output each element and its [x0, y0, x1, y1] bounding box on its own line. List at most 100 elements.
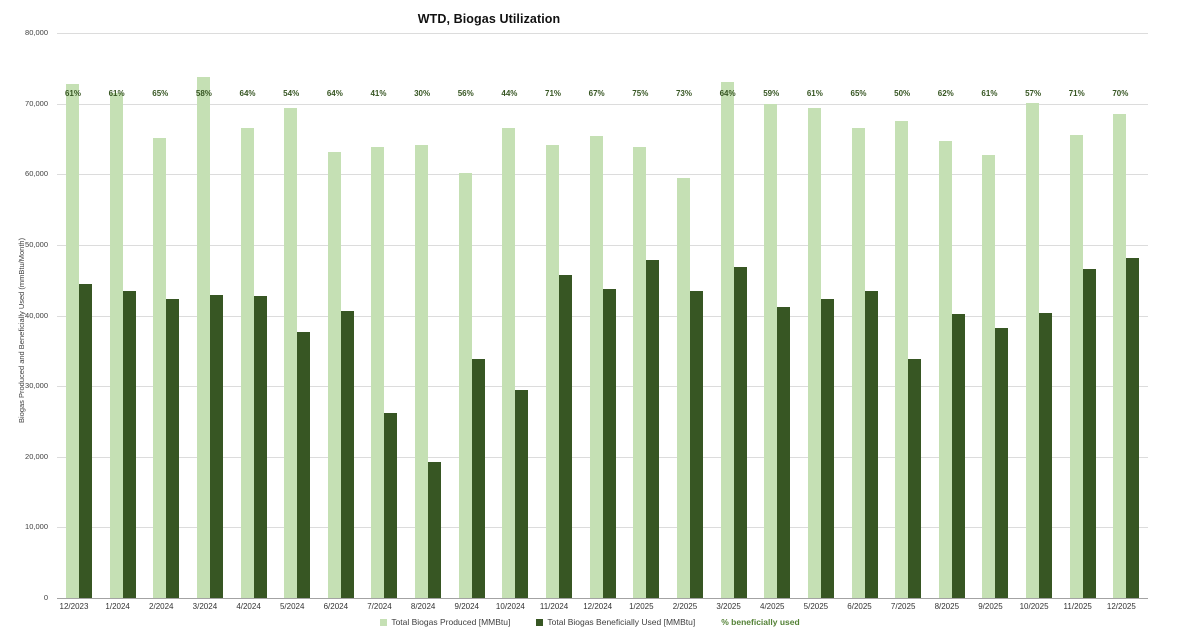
produced-bar — [66, 83, 79, 598]
gridline — [57, 33, 1148, 34]
x-axis-tick-label: 3/2024 — [192, 602, 218, 611]
produced-bar — [327, 151, 341, 598]
x-axis-tick-label: 3/2025 — [716, 602, 741, 611]
produced-bar — [458, 172, 472, 598]
produced-bar — [240, 128, 254, 598]
x-axis-tick-label: 2/2024 — [149, 602, 174, 611]
pct-beneficially-used-label: 61% — [806, 89, 823, 98]
x-axis-tick-label: 10/2025 — [1019, 602, 1049, 611]
pct-beneficially-used-label: 44% — [501, 89, 518, 98]
pct-beneficially-used-label: 41% — [370, 89, 387, 98]
produced-bar — [1113, 113, 1127, 598]
used-bar — [515, 390, 529, 598]
used-series-swatch-icon — [536, 618, 544, 626]
used-bar — [689, 290, 703, 598]
pct-beneficially-used-label: 62% — [937, 89, 954, 98]
pct-beneficially-used-label: 30% — [414, 89, 431, 98]
used-bar — [995, 328, 1009, 598]
used-bar — [471, 358, 485, 598]
y-axis-tick-label: 70,000 — [25, 98, 48, 108]
x-axis-tick-label: 12/2024 — [583, 602, 613, 611]
y-axis-tick-label: 60,000 — [25, 169, 48, 179]
x-axis-tick-label: 7/2025 — [890, 602, 916, 611]
used-bar — [166, 298, 180, 598]
used-bar — [428, 461, 442, 598]
pct-beneficially-used-label: 71% — [545, 89, 562, 98]
used-bar — [79, 284, 92, 598]
produced-bar — [1069, 134, 1083, 598]
produced-bar — [938, 141, 952, 598]
pct-beneficially-used-label: 61% — [64, 89, 81, 98]
legend-item-pct: % beneficially used — [721, 617, 799, 627]
used-bar — [297, 331, 311, 598]
x-axis-tick-label: 1/2024 — [105, 602, 130, 611]
produced-bar — [720, 81, 734, 598]
pct-beneficially-used-label: 64% — [719, 89, 736, 98]
legend-produced-label: Total Biogas Produced [MMBtu] — [391, 617, 511, 627]
x-axis-tick-label: 5/2024 — [279, 602, 305, 611]
produced-bar — [589, 136, 603, 598]
gridline — [57, 103, 1148, 105]
x-axis-tick-label: 5/2025 — [803, 602, 829, 611]
y-axis-tick-label: 30,000 — [25, 381, 48, 391]
pct-beneficially-used-label: 61% — [108, 89, 125, 98]
used-bar — [384, 412, 398, 598]
legend-item-used: Total Biogas Beneficially Used [MMBtu] — [536, 617, 695, 627]
used-bar — [602, 288, 616, 598]
x-axis-tick-label: 9/2024 — [454, 602, 479, 611]
legend-used-label: Total Biogas Beneficially Used [MMBtu] — [547, 617, 696, 627]
pct-beneficially-used-label: 56% — [457, 89, 474, 98]
x-axis-tick-label: 11/2024 — [539, 602, 569, 611]
pct-beneficially-used-label: 70% — [1112, 89, 1129, 98]
pct-beneficially-used-label: 75% — [632, 89, 649, 98]
x-axis-tick-label: 12/2023 — [59, 602, 89, 611]
y-axis-tick-label: 10,000 — [25, 522, 48, 532]
x-axis-tick-label: 9/2025 — [978, 602, 1003, 611]
produced-bar — [1026, 102, 1040, 598]
used-bar — [646, 259, 660, 598]
produced-bar — [764, 104, 778, 598]
y-axis-tick-label: 0 — [43, 593, 48, 602]
used-bar — [253, 296, 267, 598]
produced-bar — [546, 145, 560, 598]
pct-beneficially-used-label: 71% — [1068, 89, 1085, 98]
x-axis-tick-label: 6/2024 — [323, 602, 349, 611]
used-bar — [559, 274, 573, 598]
pct-beneficially-used-label: 73% — [675, 89, 692, 98]
y-axis-tick-label: 50,000 — [25, 239, 48, 249]
x-axis-tick-label: 2/2025 — [672, 602, 698, 611]
pct-beneficially-used-label: 67% — [588, 89, 605, 98]
x-axis-tick-label: 11/2025 — [1063, 602, 1092, 611]
x-axis-line — [57, 598, 1148, 599]
x-axis-tick-label: 4/2025 — [760, 602, 785, 611]
produced-bar — [371, 146, 385, 598]
used-bar — [1082, 268, 1096, 598]
produced-bar — [851, 127, 865, 598]
pct-beneficially-used-label: 57% — [1025, 89, 1042, 98]
x-axis-tick-label: 1/2025 — [629, 602, 654, 611]
produced-bar — [109, 93, 123, 598]
pct-beneficially-used-label: 50% — [894, 89, 911, 98]
y-axis-tick-label: 40,000 — [25, 310, 48, 320]
used-bar — [864, 291, 878, 598]
used-bar — [122, 290, 136, 598]
pct-beneficially-used-label: 58% — [195, 89, 212, 98]
used-bar — [820, 299, 834, 598]
produced-bar — [153, 137, 167, 598]
legend: Total Biogas Produced [MMBtu] Total Biog… — [0, 617, 1180, 627]
used-bar — [908, 359, 922, 598]
pct-beneficially-used-label: 59% — [763, 89, 780, 98]
x-axis-tick-label: 10/2024 — [495, 602, 525, 611]
produced-bar — [676, 177, 690, 598]
x-axis-tick-label: 4/2024 — [236, 602, 261, 611]
pct-beneficially-used-label: 65% — [850, 89, 867, 98]
y-axis-tick-label: 80,000 — [25, 28, 48, 37]
produced-bar — [196, 76, 210, 598]
produced-bar — [807, 107, 821, 598]
y-axis-tick-label: 20,000 — [25, 451, 48, 461]
pct-beneficially-used-label: 64% — [239, 89, 256, 98]
pct-beneficially-used-label: 61% — [981, 89, 998, 98]
used-bar — [1039, 313, 1053, 598]
x-axis-tick-label: 6/2025 — [847, 602, 872, 611]
chart-title: WTD, Biogas Utilization — [417, 12, 561, 26]
